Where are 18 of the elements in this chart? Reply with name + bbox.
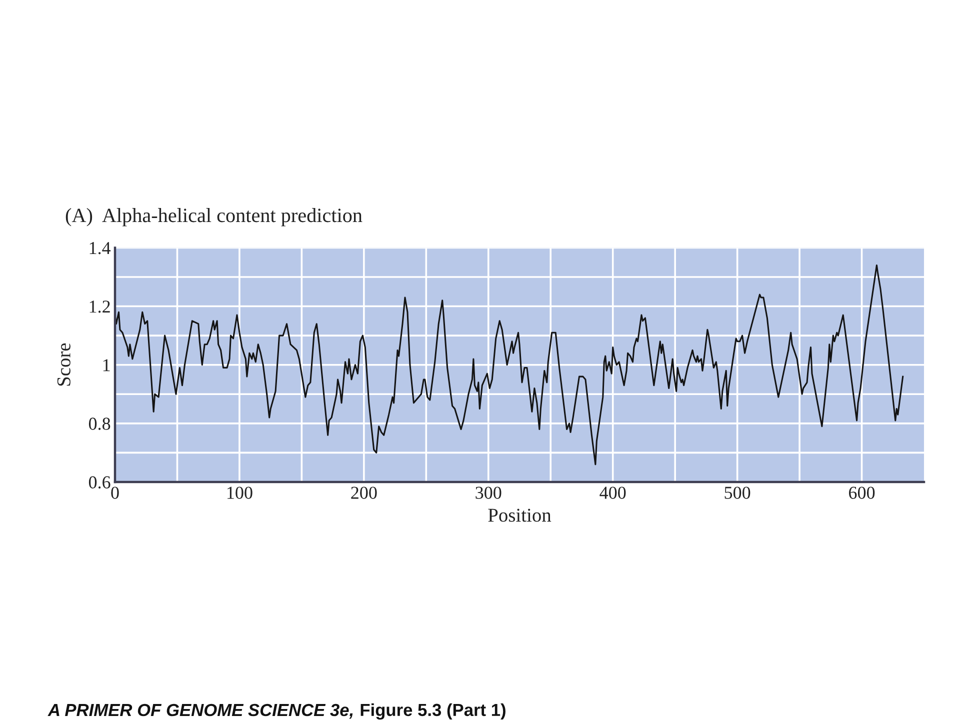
y-tick-label: 1.4: [90, 242, 111, 254]
x-tick-label: 500: [724, 486, 750, 499]
y-tick-label: 0.8: [88, 418, 110, 430]
x-tick-label: 100: [228, 486, 252, 499]
line-series: [115, 264, 904, 466]
caption: Figure 5.3 (Part 1): [360, 703, 506, 720]
text: A PRIMER OF GENOME SCIENCE 3e,: [48, 704, 353, 719]
x-tick-label: 200: [351, 486, 377, 499]
x-tick-label: 300: [476, 486, 502, 499]
y-tick-label: 0.6: [88, 476, 110, 489]
y-tick-label: 1: [103, 359, 110, 372]
y-axis-title: Score: [57, 343, 70, 386]
x-axis-title: Position: [488, 508, 552, 522]
chart-title: (A) Alpha-helical content prediction: [66, 208, 362, 226]
x-tick-label: 0: [111, 486, 119, 499]
x-tick-label: 600: [849, 486, 875, 499]
y-tick-label: 1.2: [90, 300, 110, 313]
x-tick-label: 400: [600, 486, 626, 499]
